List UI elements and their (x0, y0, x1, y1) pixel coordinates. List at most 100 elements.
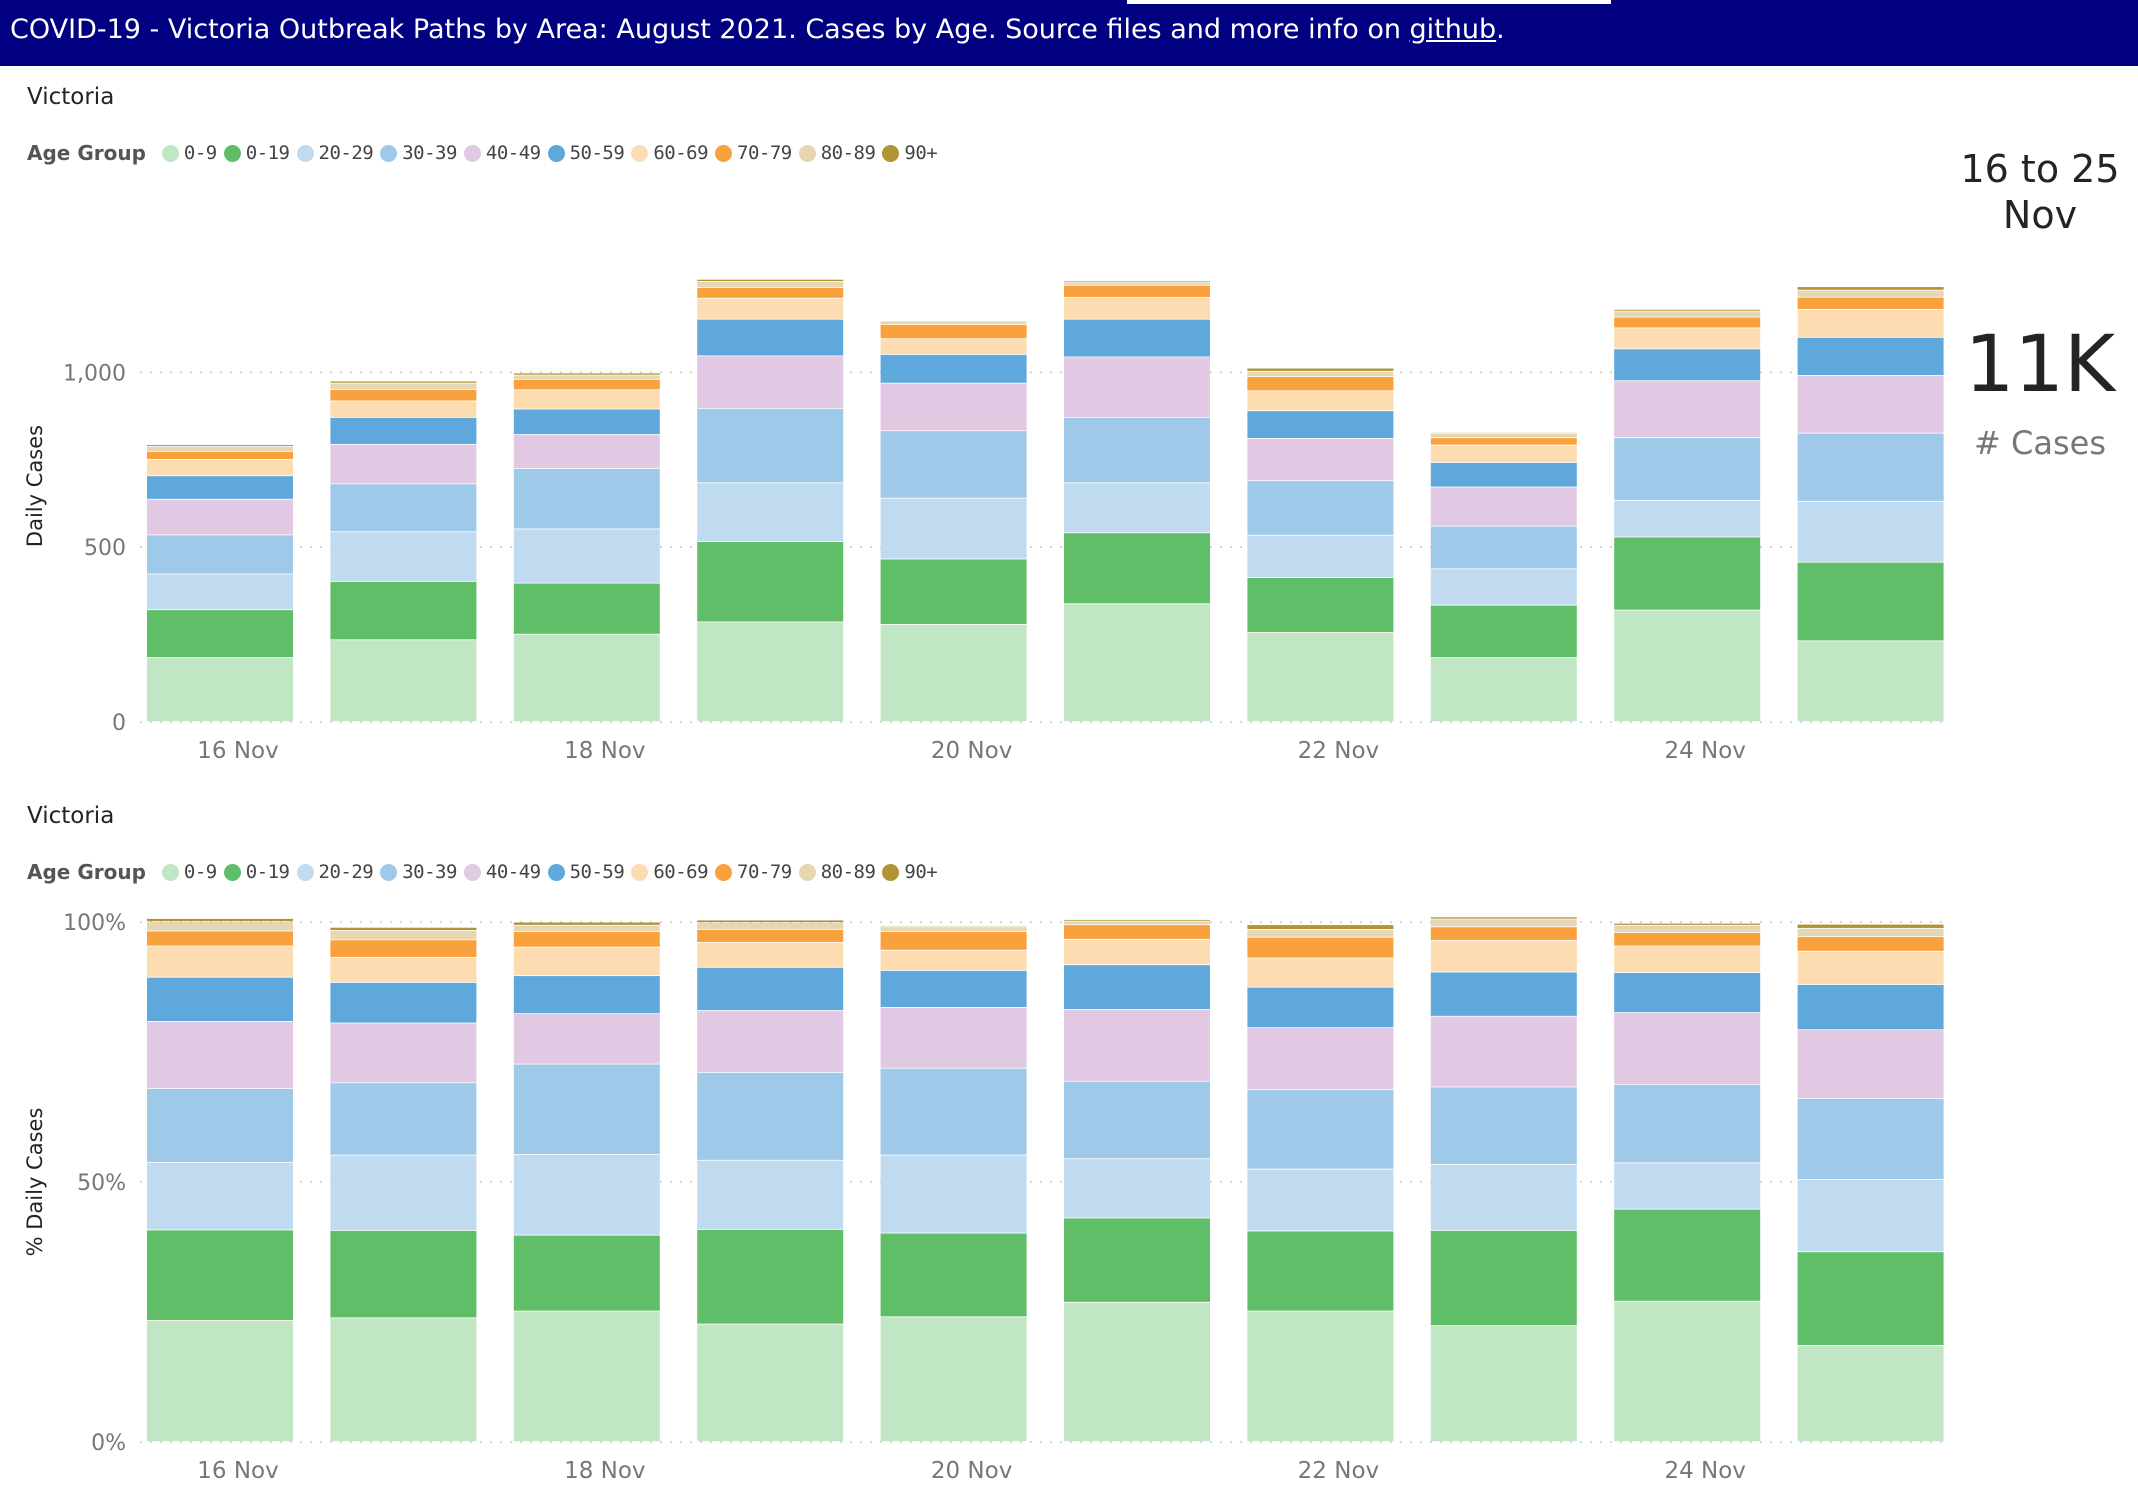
bar-segment-0-19 (1247, 577, 1394, 633)
bar-segment-0-19 (880, 559, 1027, 625)
bar-segment-60-69 (1797, 309, 1944, 337)
bar-segment-0-9 (1430, 1326, 1577, 1442)
bar-segment-60-69 (880, 950, 1027, 971)
legend-item-50-59[interactable]: 50-59 (547, 142, 625, 164)
bar-segment-40-49 (880, 383, 1027, 431)
bar-segment-50-59 (1614, 972, 1761, 1013)
legend-item-20-29[interactable]: 20-29 (296, 142, 374, 164)
bar-segment-40-49 (880, 1007, 1027, 1068)
bar-segment-0-19 (1064, 1218, 1210, 1302)
bar-segment-40-49 (1247, 438, 1394, 481)
bar-segment-30-39 (1614, 1084, 1761, 1163)
legend-label: 0-9 (183, 861, 217, 883)
legend-item-60-69[interactable]: 60-69 (631, 142, 709, 164)
bar-segment-90+ (1430, 917, 1577, 919)
bar-segment-40-49 (1064, 357, 1210, 418)
area-label-top: Victoria (27, 84, 115, 110)
legend-dot-icon (798, 863, 816, 881)
bar-segment-80-89 (147, 446, 293, 451)
bar-segment-70-79 (1247, 376, 1394, 391)
bar-segment-60-69 (1614, 946, 1761, 973)
bar-segment-70-79 (147, 451, 293, 459)
legend-item-70-79[interactable]: 70-79 (715, 142, 792, 164)
legend-label: 90+ (904, 861, 938, 883)
bar-segment-50-59 (1797, 984, 1944, 1030)
x-tick-label: 16 Nov (197, 1458, 278, 1480)
legend-item-30-39[interactable]: 30-39 (380, 142, 457, 164)
bar-segment-30-39 (1797, 433, 1944, 501)
bar-segment-0-9 (513, 1311, 660, 1442)
legend-item-0-9[interactable]: 0-9 (161, 861, 217, 883)
legend-dot-icon (161, 144, 179, 162)
y-tick-label: 0 (112, 711, 126, 736)
bar-segment-0-9 (1247, 632, 1394, 722)
bar-segment-30-39 (1430, 526, 1577, 569)
bar-segment-80-89 (880, 927, 1027, 932)
legend-dot-icon (223, 144, 241, 162)
legend-label: 0-19 (245, 861, 290, 883)
bar-segment-70-79 (697, 287, 844, 298)
bar-segment-70-79 (1797, 937, 1944, 951)
bar-segment-30-39 (1247, 481, 1394, 535)
legend-label: 20-29 (318, 142, 374, 164)
bar-segment-40-49 (1614, 381, 1761, 438)
bar-segment-90+ (330, 381, 477, 383)
title-text: COVID-19 - Victoria Outbreak Paths by Ar… (10, 14, 1410, 45)
legend-dot-icon (380, 863, 398, 881)
bar-segment-40-49 (1247, 1028, 1394, 1090)
bar-segment-80-89 (1064, 921, 1210, 925)
daily-cases-chart: 0 500 1,000 Daily Cases 16 Nov 18 Nov 20 Nov 22… (23, 279, 1945, 764)
bar-segment-20-29 (1614, 500, 1761, 537)
github-link[interactable]: github (1409, 14, 1497, 45)
legend-item-0-19[interactable]: 0-19 (223, 142, 290, 164)
bar-segment-30-39 (1430, 1087, 1577, 1165)
bar-segment-40-49 (513, 1014, 660, 1064)
bar-segment-50-59 (330, 417, 477, 444)
bar-segment-0-9 (147, 1320, 293, 1442)
bar-segment-20-29 (1430, 1164, 1577, 1231)
bar-segment-0-9 (147, 658, 293, 722)
legend-item-80-89[interactable]: 80-89 (798, 861, 876, 883)
bar-segment-60-69 (1430, 445, 1577, 463)
bar-segment-60-69 (1064, 939, 1210, 965)
bar-segment-70-79 (880, 931, 1027, 950)
bar-segment-90+ (513, 373, 660, 375)
bar-segment-60-69 (513, 947, 660, 976)
bar-segment-20-29 (1247, 535, 1394, 578)
legend-item-70-79[interactable]: 70-79 (715, 861, 792, 883)
legend-item-30-39[interactable]: 30-39 (380, 861, 457, 883)
bar-segment-50-59 (1064, 319, 1210, 357)
bar-segment-40-49 (513, 434, 660, 469)
legend-item-0-9[interactable]: 0-9 (161, 142, 217, 164)
legend-item-40-49[interactable]: 40-49 (463, 142, 541, 164)
bar-segment-30-39 (147, 1088, 293, 1162)
legend-label: 70-79 (737, 142, 792, 164)
legend-label: 60-69 (653, 861, 709, 883)
bar-segment-20-29 (513, 1154, 660, 1235)
bar-segment-50-59 (513, 409, 660, 435)
legend-label: 30-39 (402, 861, 457, 883)
legend-item-80-89[interactable]: 80-89 (798, 142, 876, 164)
legend-dot-icon (296, 863, 314, 881)
bar-segment-80-89 (1797, 928, 1944, 937)
bar-segment-50-59 (1614, 349, 1761, 381)
legend-item-0-19[interactable]: 0-19 (223, 861, 290, 883)
legend-label: 0-19 (245, 142, 290, 164)
bar-segment-20-29 (1064, 483, 1210, 533)
bar-segment-30-39 (1247, 1089, 1394, 1169)
bar-segment-80-89 (147, 922, 293, 931)
bar-segment-60-69 (1247, 391, 1394, 411)
legend-label: 40-49 (485, 861, 541, 883)
legend-item-90+[interactable]: 90+ (882, 861, 938, 883)
legend-item-50-59[interactable]: 50-59 (547, 861, 625, 883)
legend-item-90+[interactable]: 90+ (882, 142, 938, 164)
bar-segment-40-49 (1797, 375, 1944, 433)
legend-item-20-29[interactable]: 20-29 (296, 861, 374, 883)
bar-segment-50-59 (880, 970, 1027, 1007)
bar-segment-0-19 (1430, 1230, 1577, 1326)
legend-item-60-69[interactable]: 60-69 (631, 861, 709, 883)
bar-segment-0-9 (513, 634, 660, 722)
legend-item-40-49[interactable]: 40-49 (463, 861, 541, 883)
bar-segment-20-29 (1247, 1169, 1394, 1231)
bar-segment-50-59 (147, 977, 293, 1022)
